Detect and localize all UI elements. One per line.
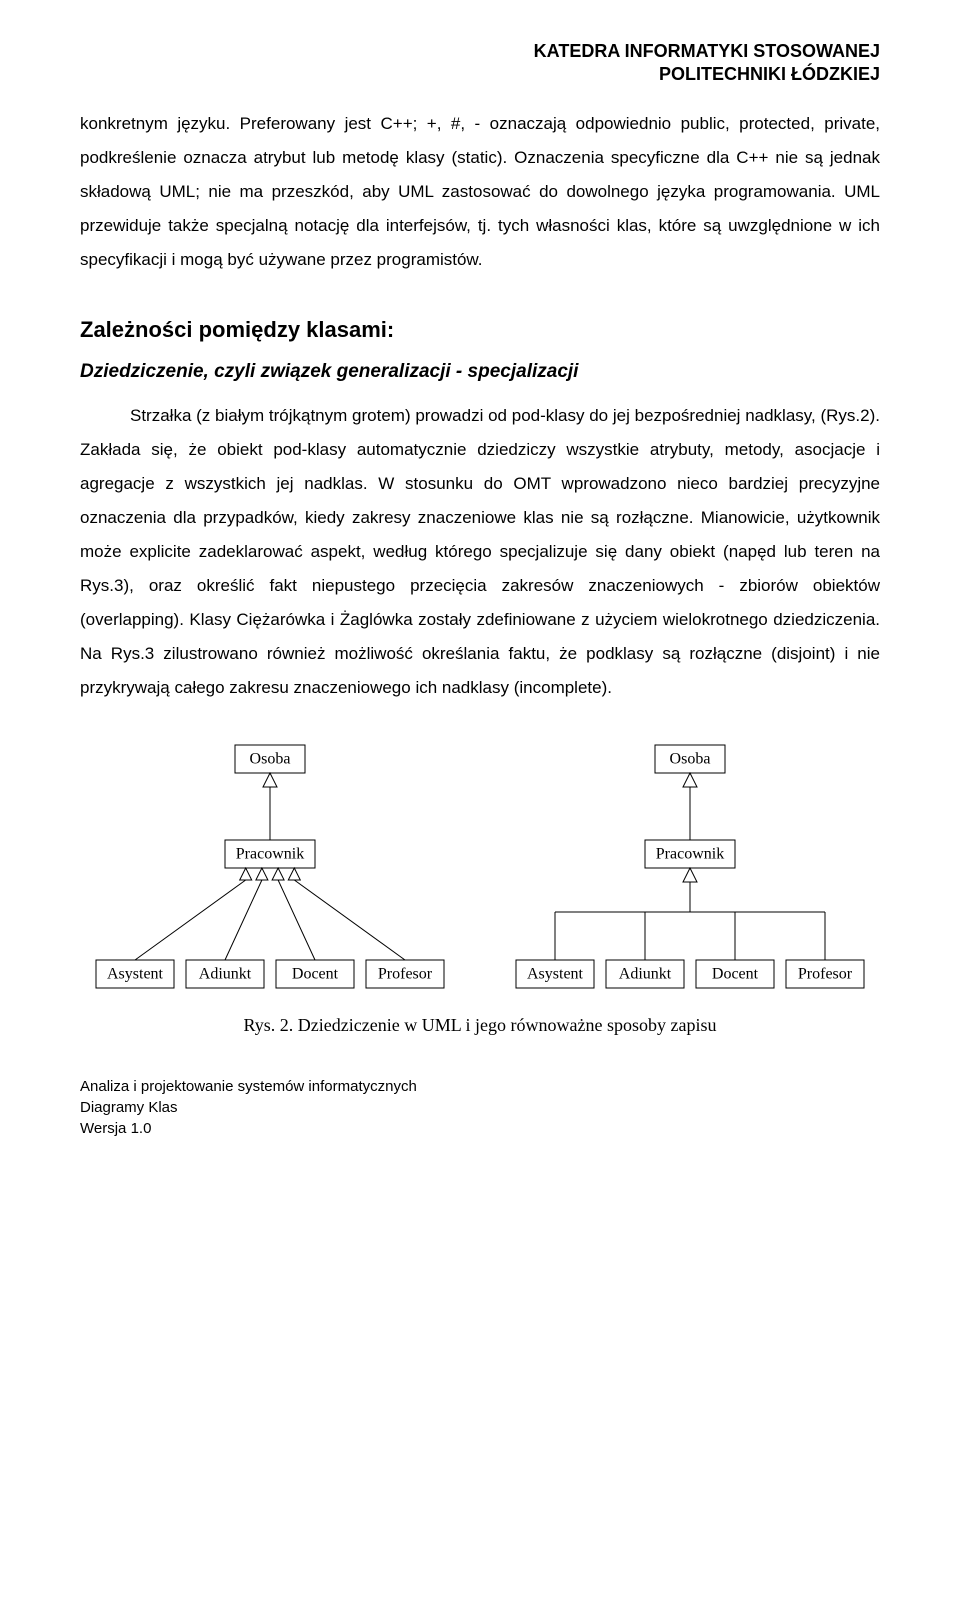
svg-text:Docent: Docent [712,965,759,982]
footer-line-1: Analiza i projektowanie systemów informa… [80,1076,880,1097]
footer-line-2: Diagramy Klas [80,1097,880,1118]
svg-text:Osoba: Osoba [250,750,291,767]
paragraph-2: Strzałka (z białym trójkątnym grotem) pr… [80,399,880,705]
svg-text:Pracownik: Pracownik [656,845,724,862]
header-line-2: POLITECHNIKI ŁÓDZKIEJ [80,63,880,86]
svg-text:Asystent: Asystent [527,965,584,982]
diagram-area: Osoba Pracownik Asystent Adiunkt Docent Profe… [80,735,880,1005]
footer-line-3: Wersja 1.0 [80,1118,880,1139]
figure-caption: Rys. 2. Dziedziczenie w UML i jego równo… [80,1015,880,1036]
svg-text:Profesor: Profesor [378,965,433,982]
page-footer: Analiza i projektowanie systemów informa… [80,1076,880,1139]
svg-text:Docent: Docent [292,965,339,982]
page: KATEDRA INFORMATYKI STOSOWANEJ POLITECHN… [0,0,960,1199]
svg-text:Pracownik: Pracownik [236,845,304,862]
svg-text:Adiunkt: Adiunkt [619,965,672,982]
paragraph-1: konkretnym języku. Preferowany jest C++;… [80,107,880,277]
section-title: Zależności pomiędzy klasami: [80,317,880,343]
svg-text:Profesor: Profesor [798,965,853,982]
svg-text:Asystent: Asystent [107,965,164,982]
svg-text:Adiunkt: Adiunkt [199,965,252,982]
header-line-1: KATEDRA INFORMATYKI STOSOWANEJ [80,40,880,63]
subsection-title: Dziedziczenie, czyli związek generalizac… [80,361,880,383]
tree-right: Osoba Pracownik Asystent Adiunkt Docent Profe… [510,735,870,1005]
page-header: KATEDRA INFORMATYKI STOSOWANEJ POLITECHN… [80,40,880,87]
svg-text:Osoba: Osoba [670,750,711,767]
tree-left: Osoba Pracownik Asystent Adiunkt Docent Profe… [90,735,450,1005]
